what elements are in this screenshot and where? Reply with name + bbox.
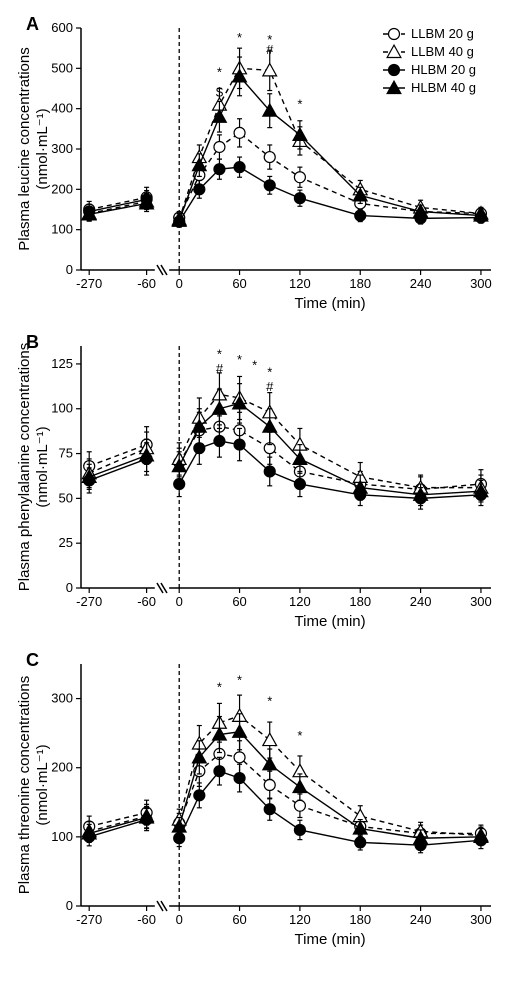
y-tick-label: 100 — [51, 829, 73, 844]
chart-C: C 0 100 200 300 -270 -60 0 60 120 180 240 300 Time (m… — [11, 646, 501, 956]
y-tick-label: 0 — [66, 898, 73, 913]
sig-marker: * — [267, 364, 272, 379]
sig-marker: * — [237, 30, 242, 45]
figure-container: A0100200300400500600-270-600601201802403… — [11, 10, 501, 956]
legend-label: LLBM 20 g — [411, 26, 474, 41]
x-tick-label: 60 — [232, 912, 246, 927]
x-tick-label: 240 — [410, 594, 432, 609]
sig-marker: * — [217, 64, 222, 79]
x-tick-label: 240 — [410, 276, 432, 291]
sig-marker: * — [297, 97, 302, 112]
sig-marker: * — [252, 357, 257, 372]
sig-marker: $ — [216, 85, 224, 100]
series-line-LLBM20 — [179, 754, 481, 834]
x-tick-label: 60 — [232, 276, 246, 291]
x-tick-label: -60 — [137, 912, 156, 927]
sig-marker: * — [237, 673, 242, 688]
y-tick-label: 50 — [59, 490, 73, 505]
x-tick-label: 0 — [176, 276, 183, 291]
panel-c: C 0 100 200 300 -270 -60 0 60 120 180 240 300 Time (m… — [11, 646, 501, 956]
x-tick-label: 120 — [289, 276, 311, 291]
x-tick-label: 0 — [176, 912, 183, 927]
sig-marker: * — [267, 693, 272, 708]
series-line-HLBM40 — [179, 403, 481, 494]
legend-label: LLBM 40 g — [411, 44, 474, 59]
x-axis-label: Time (min) — [295, 613, 366, 630]
series-line-HLBM20 — [89, 820, 146, 837]
x-tick-label: -60 — [137, 594, 156, 609]
sig-marker: # — [266, 379, 274, 394]
panel-label: A — [26, 14, 39, 34]
y-tick-label: 400 — [51, 101, 73, 116]
legend-label: HLBM 20 g — [411, 62, 476, 77]
x-axis-label: Time (min) — [295, 931, 366, 948]
sig-marker: * — [297, 728, 302, 743]
y-tick-label: 600 — [51, 20, 73, 35]
x-tick-label: -60 — [137, 276, 156, 291]
series-line-HLBM40 — [179, 732, 481, 838]
y-tick-label: 200 — [51, 760, 73, 775]
x-tick-label: 300 — [470, 276, 492, 291]
x-tick-label: 120 — [289, 912, 311, 927]
y-tick-label: 0 — [66, 262, 73, 277]
y-tick-label: 200 — [51, 181, 73, 196]
x-tick-label: 0 — [176, 594, 183, 609]
chart-A: A 0 100 200 300 400 500 600 -270 -60 0 60 120 180 240 3… — [11, 10, 501, 320]
y-tick-label: 125 — [51, 356, 73, 371]
legend-label: HLBM 40 g — [411, 80, 476, 95]
x-tick-label: 120 — [289, 594, 311, 609]
y-axis-unit: (nmol·mL⁻¹) — [34, 744, 51, 825]
x-tick-label: 180 — [349, 594, 371, 609]
series-line-HLBM20 — [179, 167, 481, 221]
y-axis-unit: (nmol·mL⁻¹) — [34, 108, 51, 189]
x-tick-label: 180 — [349, 912, 371, 927]
y-axis-unit: (nmol·mL⁻¹) — [34, 426, 51, 507]
y-tick-label: 500 — [51, 60, 73, 75]
series-line-HLBM20 — [179, 441, 481, 498]
x-tick-label: 300 — [470, 594, 492, 609]
y-tick-label: 0 — [66, 580, 73, 595]
x-axis-label: Time (min) — [295, 295, 366, 312]
y-tick-label: 300 — [51, 691, 73, 706]
x-tick-label: 180 — [349, 276, 371, 291]
y-axis-label: Plasma phenylalanine concentrations — [16, 343, 33, 592]
y-tick-label: 300 — [51, 141, 73, 156]
x-tick-label: -270 — [76, 594, 102, 609]
sig-marker: * — [217, 347, 222, 362]
y-axis-label: Plasma leucine concentrations — [16, 47, 33, 250]
sig-marker: # — [266, 42, 274, 57]
x-tick-label: 60 — [232, 594, 246, 609]
y-tick-label: 100 — [51, 401, 73, 416]
y-tick-label: 100 — [51, 222, 73, 237]
sig-marker: * — [217, 680, 222, 695]
y-tick-label: 25 — [59, 535, 73, 550]
x-tick-label: -270 — [76, 912, 102, 927]
x-tick-label: -270 — [76, 276, 102, 291]
panel-a: A 0 100 200 300 400 500 600 -270 -60 0 60 120 180 240 3… — [11, 10, 501, 320]
chart-B: B0255075100125-270-60060120180240300Time… — [11, 328, 501, 638]
x-tick-label: 300 — [470, 912, 492, 927]
y-axis-label: Plasma threonine concentrations — [16, 676, 33, 894]
y-tick-label: 75 — [59, 446, 73, 461]
series-line-LLBM20 — [179, 427, 481, 490]
sig-marker: * — [237, 352, 242, 367]
panel-b: B0255075100125-270-60060120180240300Time… — [11, 328, 501, 638]
series-line-HLBM40 — [89, 455, 146, 477]
sig-marker: # — [216, 361, 224, 376]
panel-label: C — [26, 650, 39, 670]
x-tick-label: 240 — [410, 912, 432, 927]
